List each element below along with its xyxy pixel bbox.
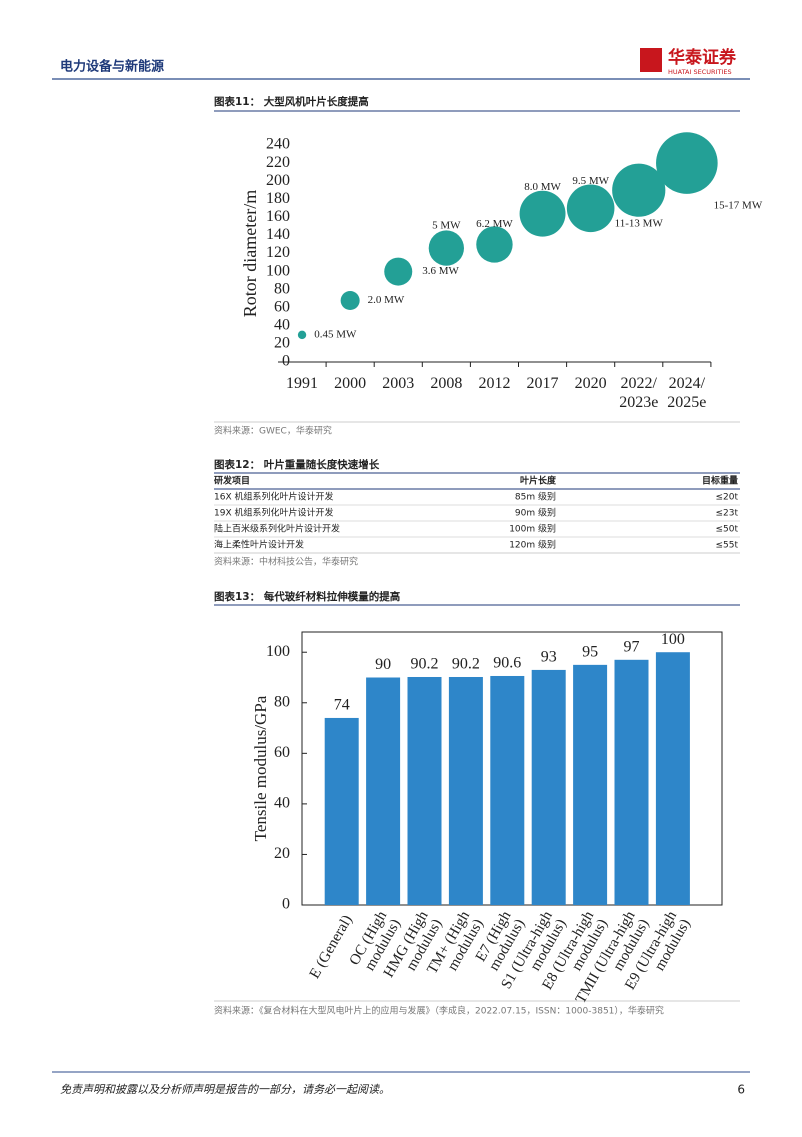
y-tick-label: 180	[266, 190, 290, 207]
data-label: 11-13 MW	[615, 218, 664, 230]
caption: 图表13： 每代玻纤材料拉伸模量的提高	[214, 590, 401, 603]
bar	[531, 669, 566, 905]
bubble	[656, 132, 718, 194]
y-tick-label: 0	[282, 353, 290, 370]
bar	[407, 676, 442, 905]
data-label: 90.6	[493, 655, 521, 672]
y-axis-label: Rotor diameter/m	[240, 190, 260, 317]
data-label: 90.2	[411, 656, 439, 673]
caption: 图表12： 叶片重量随长度快速增长	[214, 458, 380, 471]
data-label: 8.0 MW	[524, 181, 561, 193]
y-tick-label: 100	[266, 643, 290, 660]
data-label: 6.2 MW	[476, 218, 513, 230]
y-tick-label: 60	[274, 744, 290, 761]
data-label: 93	[541, 649, 557, 666]
page-number: 6	[737, 1083, 745, 1097]
logo-icon	[640, 48, 662, 72]
data-label: 2.0 MW	[368, 294, 405, 306]
y-tick-label: 40	[274, 795, 290, 812]
brand: 华泰证券	[668, 47, 737, 68]
cell: 16X 机组系列化叶片设计开发	[214, 491, 333, 503]
bar	[573, 664, 608, 905]
data-label: 74	[334, 697, 350, 714]
source: 资料来源：中材科技公告，华泰研究	[214, 556, 358, 568]
bubble	[384, 257, 413, 286]
data-label: 90	[375, 656, 391, 673]
y-tick-label: 220	[266, 154, 290, 171]
y-tick-label: 80	[274, 280, 290, 297]
disclaimer: 免责声明和披露以及分析师声明是报告的一部分，请务必一起阅读。	[60, 1083, 390, 1096]
x-tick-label: 2017	[527, 375, 559, 392]
x-tick-label: 2022/2023e	[619, 375, 658, 411]
bubble	[566, 184, 615, 233]
bar	[366, 677, 401, 905]
data-label: 0.45 MW	[314, 328, 357, 340]
x-tick-label: 1991	[286, 375, 318, 392]
bar	[614, 659, 649, 905]
section-title: 电力设备与新能源	[60, 59, 164, 75]
x-tick-label: 2008	[430, 375, 462, 392]
bar	[490, 675, 525, 905]
bubble	[476, 226, 513, 263]
y-tick-label: 140	[266, 226, 290, 243]
brand-en: HUATAI SECURITIES	[668, 68, 732, 76]
y-tick-label: 60	[274, 298, 290, 315]
y-axis-label: Tensile modulus/GPa	[251, 695, 270, 841]
cell: 100m 级别	[509, 523, 556, 535]
column-header: 目标重量	[702, 475, 738, 487]
bubble	[612, 163, 666, 217]
data-label: 9.5 MW	[572, 175, 609, 187]
cell: 19X 机组系列化叶片设计开发	[214, 507, 333, 519]
bar	[448, 676, 483, 905]
column-header: 研发项目	[214, 475, 250, 487]
data-label: 15-17 MW	[714, 200, 763, 212]
data-label: 5 MW	[432, 220, 461, 232]
y-tick-label: 80	[274, 693, 290, 710]
y-tick-label: 240	[266, 136, 290, 153]
y-tick-label: 200	[266, 172, 290, 189]
source: 资料来源：GWEC，华泰研究	[214, 425, 332, 437]
data-label: 90.2	[452, 656, 480, 673]
x-tick-label: 2020	[575, 375, 607, 392]
x-tick-label: 2012	[478, 375, 510, 392]
table: 研发项目 叶片长度 目标重量 16X 机组系列化叶片设计开发 85m 级别 ≤20t 19X…	[214, 475, 740, 551]
y-tick-label: 40	[274, 317, 290, 334]
data-label: 3.6 MW	[422, 265, 459, 277]
caption: 图表11： 大型风机叶片长度提高	[214, 95, 369, 108]
data-label: 100	[661, 631, 685, 648]
bubble	[428, 230, 464, 266]
data-label: 95	[582, 644, 598, 661]
x-tick-label: 2003	[382, 375, 414, 392]
cell: 海上柔性叶片设计开发	[214, 539, 304, 551]
y-tick-label: 160	[266, 208, 290, 225]
x-tick-label: 2024/2025e	[667, 375, 706, 411]
bar	[324, 717, 359, 905]
source: 资料来源：《复合材料在大型风电叶片上的应用与发展》（李成良，2022.07.15…	[214, 1005, 664, 1017]
x-tick-label: 2000	[334, 375, 366, 392]
y-tick-label: 0	[282, 896, 290, 913]
y-tick-label: 20	[274, 845, 290, 862]
bar	[655, 652, 690, 905]
y-tick-label: 100	[266, 262, 290, 279]
cell: ≤20t	[715, 493, 738, 503]
cell: 90m 级别	[515, 507, 556, 519]
y-tick-label: 120	[266, 244, 290, 261]
bubble	[519, 190, 566, 237]
bubble	[340, 290, 360, 311]
cell: ≤23t	[715, 509, 738, 519]
cell: 85m 级别	[515, 491, 556, 503]
cell: ≤50t	[715, 525, 738, 535]
column-header: 叶片长度	[520, 475, 557, 487]
cell: 陆上百米级系列化叶片设计开发	[214, 523, 340, 535]
x-tick-label: E (General)	[307, 913, 356, 982]
cell: ≤55t	[715, 541, 738, 551]
cell: 120m 级别	[509, 539, 556, 551]
data-label: 97	[624, 638, 640, 655]
bubble	[297, 330, 307, 340]
y-tick-label: 20	[274, 335, 290, 352]
